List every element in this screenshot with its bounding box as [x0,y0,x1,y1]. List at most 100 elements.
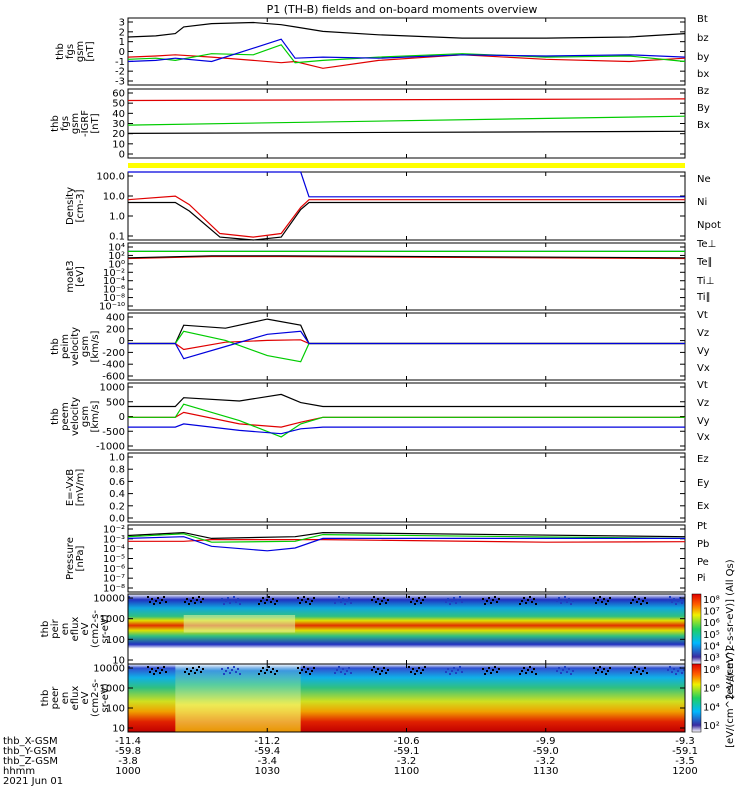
heatmap-noise [486,600,488,602]
heatmap-noise [237,598,239,600]
y-tick-label: 2 [119,27,125,38]
y-tick-label: 10⁻⁴ [103,276,125,287]
heatmap-gap-region [175,664,301,732]
heatmap-noise [262,667,264,669]
heatmap-noise [490,602,492,604]
heatmap-noise [461,601,463,603]
heatmap-noise [453,597,455,599]
heatmap-noise [153,603,155,605]
heatmap-noise [231,599,233,601]
series-line-bx [127,38,686,63]
y-tick-label: 10 [112,724,125,735]
heatmap-noise [646,672,648,674]
heatmap-noise [492,599,494,601]
heatmap-noise [194,672,196,674]
legend-label: Pi [697,573,706,584]
colorbar-tick-label: 10⁷ [703,607,720,618]
heatmap-noise [371,599,373,601]
heatmap-noise [128,596,130,598]
y-axis-label: eflux [70,617,81,642]
heatmap-noise [379,603,381,605]
x-axis-value: -59.8 [115,746,141,757]
heatmap-noise [336,599,338,601]
heatmap-noise [595,672,597,674]
series-line-vt [128,318,685,345]
y-axis-label: gsm [70,113,81,134]
colorbar-gradient [691,593,702,665]
heatmap-noise [412,598,414,600]
y-axis-label: sr-eV) [100,614,111,643]
y-tick-label: -3 [115,77,125,88]
y-tick-label: 0 [119,336,125,347]
y-axis-label: fgs [60,116,71,131]
heatmap-noise [186,668,188,670]
heatmap-noise [599,596,601,598]
y-tick-label: 10⁻² [103,268,125,279]
heatmap-noise [194,602,196,604]
legend-label: By [697,103,710,114]
colorbar-label: [eV/(cm^2-s-sr-eV)] [725,648,736,748]
heatmap-noise [161,669,163,671]
heatmap-noise [311,600,313,602]
x-axis-value: -59.0 [533,746,559,757]
heatmap-noise [570,603,572,605]
heatmap-noise [562,669,564,671]
heatmap-noise [558,597,560,599]
heatmap-noise [303,666,305,668]
heatmap-noise [451,670,453,672]
y-tick-label: -500 [102,427,125,438]
heatmap-noise [266,599,268,601]
y-tick-label: 0.0 [109,514,125,525]
heatmap-noise [609,667,611,669]
y-axis-label: E=-VxB [65,469,76,506]
heatmap-noise [303,596,305,598]
heatmap-noise [375,671,377,673]
heatmap-noise [274,673,276,675]
y-axis-label: velocity [70,327,81,366]
y-axis-label: Pressure [65,537,76,580]
y-tick-label: 0.2 [109,501,125,512]
x-axis-value: 1030 [255,766,280,777]
y-tick-label: 10⁻⁵ [103,554,125,565]
heatmap-noise [595,602,597,604]
y-tick-label: 10² [108,251,125,262]
colorbar-label: [eV/(cm^2-s-sr-eV)] (All Qs) [725,559,736,698]
heatmap-noise [601,601,603,603]
heatmap-noise [644,597,646,599]
heatmap-noise [297,597,299,599]
heatmap-noise [340,601,342,603]
heatmap-noise [566,601,568,603]
heatmap-noise [221,668,223,670]
heatmap-noise [494,596,496,598]
heatmap-noise [673,668,675,670]
heatmap-noise [683,599,685,601]
heatmap-noise [270,671,272,673]
heatmap-noise [640,603,642,605]
panel-p9: 10000 1000 100 10 thb peir en eflux eV (cm2-s-sr-… [40,559,736,698]
heatmap-noise [348,597,350,599]
heatmap-noise [264,602,266,604]
heatmap-noise [422,599,424,601]
heatmap-noise [192,667,194,669]
heatmap-noise [338,596,340,598]
heatmap-noise [186,598,188,600]
y-axis-label: [nPa] [75,545,86,571]
heatmap-noise [385,602,387,604]
heatmap-noise [422,669,424,671]
y-axis-label: peem [60,402,71,430]
heatmap-noise [200,671,202,673]
legend-label: Ne [697,174,711,185]
legend-label: Ez [697,454,709,465]
heatmap-noise [527,669,529,671]
colorbar-tick-label: 10⁶ [703,618,720,629]
heatmap-noise [529,666,531,668]
heatmap-noise [309,673,311,675]
y-axis-label: thb [50,115,61,132]
x-axis-value: -10.6 [394,736,420,747]
x-axis-row-label: hhmm [3,766,35,777]
series-line-by [127,44,686,64]
heatmap-noise [529,596,531,598]
heatmap-noise [455,602,457,604]
heatmap-noise [223,603,225,605]
